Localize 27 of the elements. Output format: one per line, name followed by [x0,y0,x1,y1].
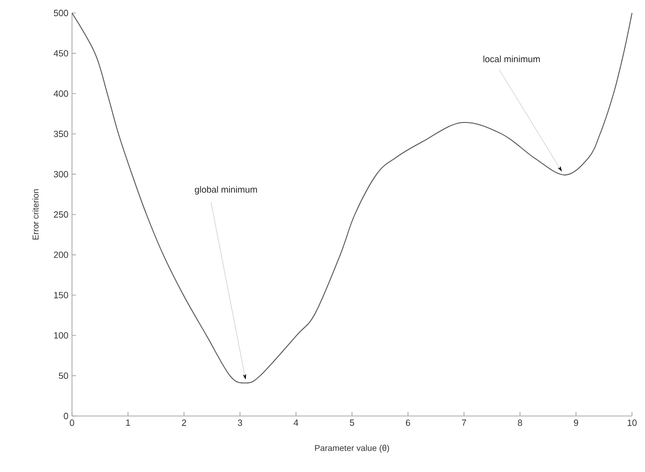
line-series [72,12,632,384]
y-axis-title: Error criterion [32,189,39,240]
y-tick-label: 250 [54,211,68,218]
x-tick-label: 10 [628,420,637,426]
y-tick-label: 200 [54,252,68,258]
x-tick-label: 6 [406,420,410,426]
annotation: global minimum [194,186,257,195]
y-tick-label: 450 [54,50,68,56]
x-tick-label: 9 [574,420,578,426]
x-tick-label: 0 [70,420,74,426]
x-tick-label: 3 [238,420,242,426]
y-tick-label: 100 [54,332,68,339]
x-tick-label: 4 [294,420,298,426]
y-tick-label: 500 [54,10,68,16]
y-tick-label: 400 [54,90,68,97]
y-tick-label: 50 [58,372,68,379]
y-tick-label: 150 [54,292,68,298]
x-axis-title: Parameter value (θ) [315,444,390,453]
x-tick-label: 1 [126,420,130,426]
x-tick-label: 5 [350,420,354,426]
x-tick-label: 2 [182,420,186,426]
x-tick-label: 8 [518,420,522,426]
x-tick-label: 7 [462,420,466,426]
y-tick-label: 300 [54,171,68,178]
y-tick-label: 0 [64,412,68,420]
y-tick-label: 350 [54,130,68,138]
annotation: local minimum [483,56,540,62]
